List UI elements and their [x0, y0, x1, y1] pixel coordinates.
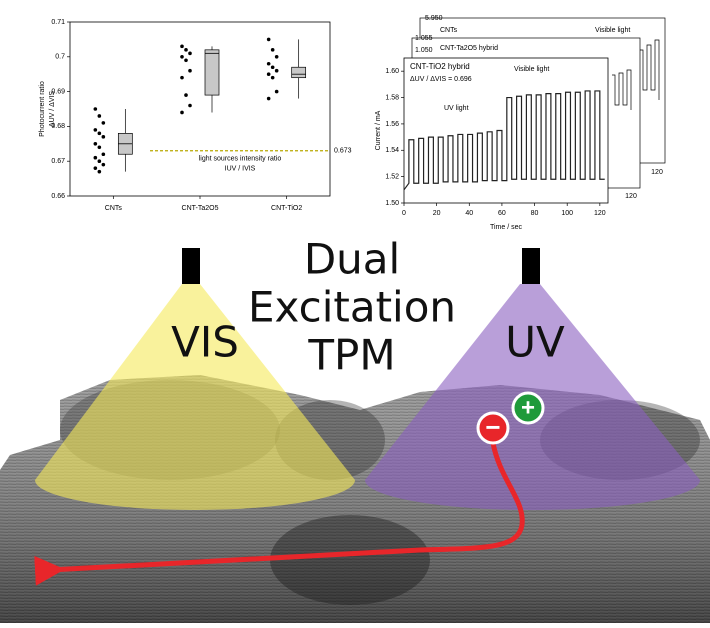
panel-label: 5.950	[425, 15, 443, 22]
y-tick-label: 0.7	[55, 54, 65, 61]
vis-lamp	[182, 248, 200, 284]
data-point	[188, 69, 192, 73]
data-point	[98, 170, 102, 174]
x-axis-label: Time / sec	[490, 224, 523, 231]
annotation: ΔUV / ΔVIS = 0.696	[410, 76, 472, 83]
uv-label: UV	[505, 318, 565, 367]
box	[205, 50, 219, 95]
minus-sign: −	[485, 412, 500, 442]
y-tick-label: 0.66	[51, 193, 65, 200]
y-tick-label: 1.56	[385, 121, 399, 128]
panel-label: 1.055	[415, 35, 433, 42]
panel-tick: 120	[625, 193, 637, 200]
data-point	[94, 142, 98, 146]
y-tick-label: 1.54	[385, 147, 399, 154]
data-point	[94, 107, 98, 111]
x-tick-label: CNT-Ta2O5	[182, 205, 219, 212]
x-tick-label: CNT-TiO2	[271, 205, 302, 212]
vis-label: VIS	[171, 318, 239, 367]
title-line: TPM	[307, 331, 395, 380]
data-point	[98, 159, 102, 163]
panel-label: CNT-Ta2O5 hybrid	[440, 45, 498, 52]
data-point	[102, 163, 106, 167]
uv-lamp	[522, 248, 540, 284]
data-point	[94, 166, 98, 170]
data-point	[98, 114, 102, 118]
panel-label: Visible light	[595, 27, 630, 34]
data-point	[180, 76, 184, 80]
y-axis-label: Photocurrent ratio	[39, 81, 46, 137]
reference-subtext: IUV / IVIS	[225, 166, 256, 173]
data-point	[102, 152, 106, 156]
data-point	[98, 132, 102, 136]
data-point	[267, 38, 271, 42]
plot-frame	[70, 22, 330, 196]
x-tick-label: 120	[594, 210, 606, 217]
data-point	[267, 62, 271, 66]
data-point	[275, 55, 279, 59]
data-point	[271, 48, 275, 52]
data-point	[94, 128, 98, 132]
data-point	[102, 135, 106, 139]
data-point	[184, 93, 188, 97]
data-point	[188, 52, 192, 56]
x-tick-label: 80	[531, 210, 539, 217]
data-point	[180, 55, 184, 59]
y-axis-label: ΔUV / ΔVIS	[49, 91, 56, 128]
data-point	[275, 90, 279, 94]
data-point	[180, 111, 184, 115]
x-tick-label: 60	[498, 210, 506, 217]
y-tick-label: 1.50	[385, 200, 399, 207]
y-tick-label: 1.58	[385, 94, 399, 101]
data-point	[94, 156, 98, 160]
data-point	[184, 48, 188, 52]
data-point	[184, 58, 188, 62]
data-point	[188, 104, 192, 108]
x-tick-label: 40	[465, 210, 473, 217]
y-tick-label: 0.67	[51, 158, 65, 165]
annotation: UV light	[444, 105, 469, 112]
x-tick-label: 20	[433, 210, 441, 217]
data-point	[267, 72, 271, 76]
data-point	[271, 65, 275, 69]
data-point	[267, 97, 271, 101]
x-tick-label: 100	[561, 210, 573, 217]
y-tick-label: 1.52	[385, 173, 399, 180]
title-line: Dual	[304, 235, 400, 284]
y-axis-label: Current / mA	[375, 110, 382, 150]
data-point	[102, 121, 106, 125]
data-point	[180, 45, 184, 49]
y-tick-label: 0.71	[51, 19, 65, 26]
panel-label: CNTs	[440, 27, 458, 34]
reference-text: light sources intensity ratio	[199, 156, 282, 163]
reference-value: 0.673	[334, 148, 352, 155]
plus-sign: +	[521, 394, 535, 421]
data-point	[275, 69, 279, 73]
box	[292, 67, 306, 77]
data-point	[98, 145, 102, 149]
data-point	[271, 76, 275, 80]
x-tick-label: CNTs	[105, 205, 123, 212]
y-tick-label: 1.60	[385, 68, 399, 75]
annotation: Visible light	[514, 66, 549, 73]
panel-tick: 120	[651, 169, 663, 176]
title-line: Excitation	[248, 283, 456, 332]
page: Dual Excitation TPM VIS UV − + 5.950 CNT…	[0, 0, 710, 628]
figure: Dual Excitation TPM VIS UV − + 5.950 CNT…	[0, 0, 710, 623]
annotation: CNT-TiO2 hybrid	[410, 62, 470, 71]
panel-label: 1.050	[415, 47, 433, 54]
x-tick-label: 0	[402, 210, 406, 217]
